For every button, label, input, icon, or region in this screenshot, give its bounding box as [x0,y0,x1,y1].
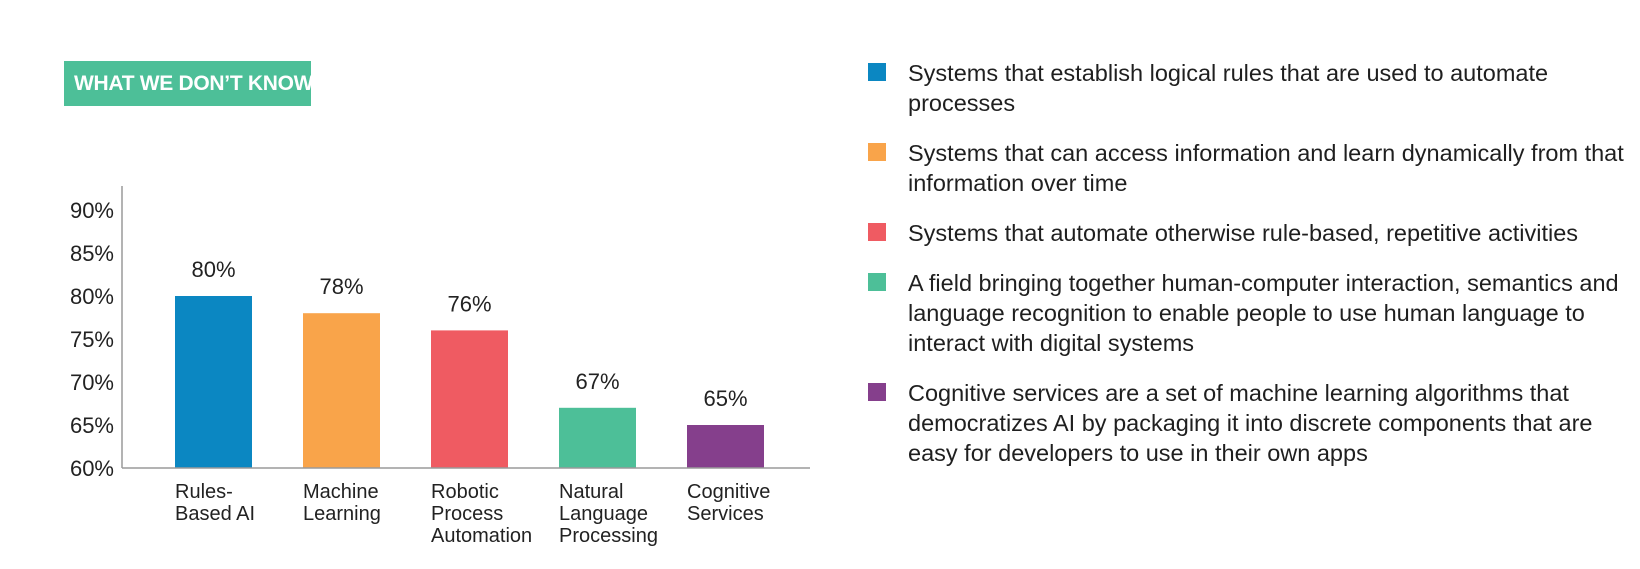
legend-color-swatch [868,273,886,291]
x-category-label-line: Based AI [175,503,255,525]
x-category-label-line: Learning [303,503,381,525]
legend-item: Cognitive services are a set of machine … [868,378,1638,468]
x-category-label-line: Robotic [431,481,499,503]
y-tick-label: 60% [70,456,114,481]
chart-legend: Systems that establish logical rules tha… [868,58,1638,488]
bar-value-label: 76% [447,291,491,316]
bar [175,296,252,468]
legend-item: Systems that automate otherwise rule-bas… [868,218,1638,248]
bar-series [175,296,764,468]
legend-text: Systems that establish logical rules tha… [908,60,1549,116]
x-category-label-line: Services [687,503,764,525]
y-tick-label: 75% [70,327,114,352]
legend-color-swatch [868,143,886,161]
bar-value-label: 67% [575,369,619,394]
y-tick-label: 85% [70,241,114,266]
x-category-label-line: Natural [559,481,623,503]
bar [303,313,380,468]
bar-value-labels: 80% 78% 76% 67% 65% [191,257,747,411]
legend-text: Systems that can access information and … [908,140,1624,196]
legend-item: Systems that establish logical rules tha… [868,58,1638,118]
legend-item: A field bringing together human-computer… [868,268,1638,358]
legend-color-swatch [868,383,886,401]
bar [559,407,636,468]
x-category-label-line: Processing [559,525,658,547]
legend-item: Systems that can access information and … [868,138,1638,198]
y-tick-label: 65% [70,413,114,438]
bar-value-label: 80% [191,257,235,282]
y-axis-tick-labels: 60% 65% 70% 75% 80% 85% 90% [70,198,114,481]
bar [687,425,764,468]
bar-value-label: 78% [319,274,363,299]
legend-text: Systems that automate otherwise rule-bas… [908,220,1579,246]
x-category-label-line: Language [559,503,648,525]
x-axis-category-labels: Rules-Based AIMachineLearningRoboticProc… [175,481,770,547]
bar-value-label: 65% [703,386,747,411]
y-tick-label: 90% [70,198,114,223]
y-tick-label: 80% [70,284,114,309]
section-badge: WHAT WE DON’T KNOW [64,61,313,106]
bar [431,330,508,468]
legend-text: A field bringing together human-computer… [908,270,1619,356]
bar-chart: 60% 65% 70% 75% 80% 85% 90% 80% 78% 76% 67% 65% Ru… [70,186,810,547]
x-category-label-line: Rules- [175,481,233,503]
legend-text: Cognitive services are a set of machine … [908,380,1593,466]
legend-color-swatch [868,223,886,241]
x-category-label-line: Cognitive [687,481,770,503]
legend-color-swatch [868,63,886,81]
y-tick-label: 70% [70,370,114,395]
x-category-label-line: Process [431,503,503,525]
x-category-label-line: Automation [431,525,532,547]
x-category-label-line: Machine [303,481,379,503]
